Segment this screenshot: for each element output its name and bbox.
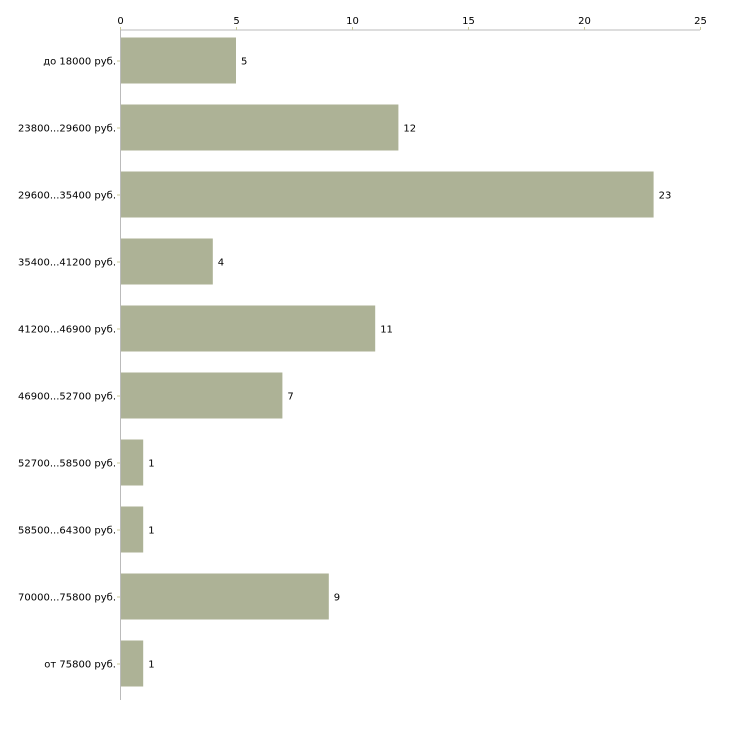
bar <box>120 305 376 352</box>
category-label: 41200...46900 руб. <box>18 325 116 336</box>
bar <box>120 104 399 151</box>
category-label: 70000...75800 руб. <box>18 593 116 604</box>
bar <box>120 506 144 553</box>
data-label: 1 <box>148 459 154 470</box>
bar <box>120 573 329 620</box>
bar <box>120 372 283 419</box>
category-label: 58500...64300 руб. <box>18 526 116 537</box>
x-tick-label: 15 <box>462 16 475 27</box>
data-label: 11 <box>380 325 393 336</box>
category-label: от 75800 руб. <box>44 660 116 671</box>
category-label: 52700...58500 руб. <box>18 459 116 470</box>
bar <box>120 640 144 687</box>
bar <box>120 238 213 285</box>
x-tick-label: 20 <box>578 16 591 27</box>
data-label: 9 <box>334 593 340 604</box>
x-tick-label: 25 <box>694 16 707 27</box>
data-label: 23 <box>659 191 672 202</box>
data-label: 7 <box>287 392 293 403</box>
category-label: 23800...29600 руб. <box>18 124 116 135</box>
bar <box>120 171 654 218</box>
bar <box>120 37 236 84</box>
x-tick-label: 0 <box>117 16 123 27</box>
data-label: 1 <box>148 526 154 537</box>
category-label: 35400...41200 руб. <box>18 258 116 269</box>
x-tick-label: 5 <box>233 16 239 27</box>
data-label: 4 <box>218 258 224 269</box>
data-label: 5 <box>241 57 247 68</box>
x-tick-label: 10 <box>346 16 359 27</box>
category-label: 46900...52700 руб. <box>18 392 116 403</box>
bar <box>120 439 144 486</box>
category-label: до 18000 руб. <box>43 57 116 68</box>
category-label: 29600...35400 руб. <box>18 191 116 202</box>
data-label: 1 <box>148 660 154 671</box>
data-label: 12 <box>403 124 416 135</box>
